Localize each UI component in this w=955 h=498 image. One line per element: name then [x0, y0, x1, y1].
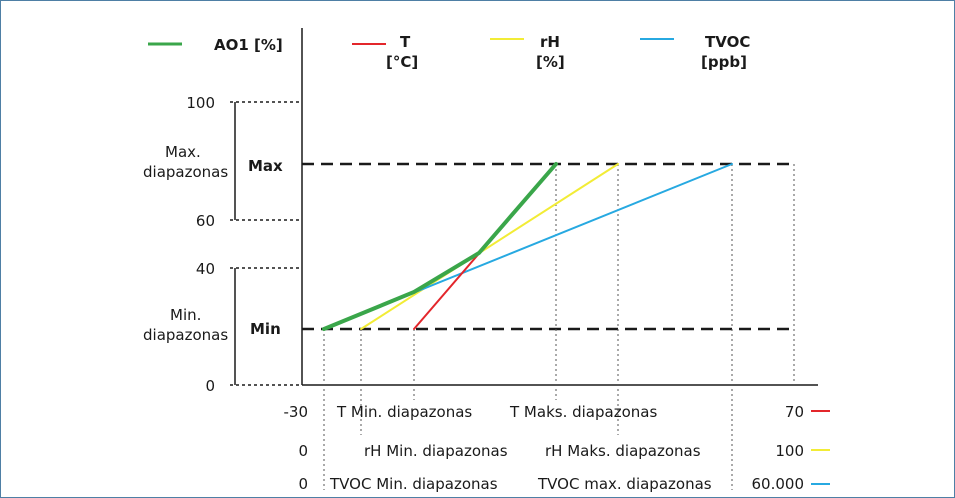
y-ticks: 100 60 40 0 — [186, 94, 302, 395]
y-tick-100-label: 100 — [186, 94, 215, 112]
min-level-label: Min — [250, 320, 281, 338]
max-range-label-line2: diapazonas — [143, 163, 228, 181]
t-end-label: 70 — [785, 403, 804, 421]
legend-tvoc-label: TVOC — [705, 33, 750, 51]
legend-tvoc-unit: [ppb] — [701, 53, 747, 71]
legend: AO1 [%] T [°C] rH [%] TVOC [ppb] — [148, 33, 750, 71]
x-row-rh: 0 rH Min. diapazonas rH Maks. diapazonas… — [298, 442, 830, 460]
t-max-label: T Maks. diapazonas — [509, 403, 657, 421]
rh-start-label: 0 — [298, 442, 308, 460]
rh-line — [360, 163, 619, 330]
tvoc-start-label: 0 — [298, 475, 308, 493]
x-row-t: -30 T Min. diapazonas T Maks. diapazonas… — [284, 403, 830, 421]
y-tick-40-label: 40 — [196, 260, 215, 278]
y-tick-0-label: 0 — [205, 377, 215, 395]
t-start-label: -30 — [284, 403, 309, 421]
rh-max-label: rH Maks. diapazonas — [545, 442, 701, 460]
legend-ao1-label: AO1 [%] — [214, 36, 283, 54]
range-brackets: Max. diapazonas Min. diapazonas Max Min — [143, 102, 283, 385]
axes — [301, 28, 818, 386]
legend-rh-unit: [%] — [536, 53, 565, 71]
min-range-label-line2: diapazonas — [143, 326, 228, 344]
ao1-line — [322, 162, 558, 331]
characteristic-lines — [322, 162, 733, 331]
tvoc-min-label: TVOC Min. diapazonas — [329, 475, 498, 493]
x-row-tvoc: 0 TVOC Min. diapazonas TVOC max. diapazo… — [298, 475, 830, 493]
tvoc-end-label: 60.000 — [752, 475, 805, 493]
min-range-label-line1: Min. — [170, 306, 201, 324]
level-lines — [302, 162, 796, 331]
max-range-label-line1: Max. — [165, 143, 201, 161]
legend-t-unit: [°C] — [386, 53, 418, 71]
tvoc-max-label: TVOC max. diapazonas — [537, 475, 712, 493]
legend-t-label: T — [400, 33, 411, 51]
max-level-label: Max — [248, 157, 283, 175]
t-min-label: T Min. diapazonas — [336, 403, 472, 421]
rh-min-label: rH Min. diapazonas — [364, 442, 508, 460]
rh-end-label: 100 — [775, 442, 804, 460]
legend-rh-label: rH — [540, 33, 560, 51]
y-tick-60-label: 60 — [196, 212, 215, 230]
